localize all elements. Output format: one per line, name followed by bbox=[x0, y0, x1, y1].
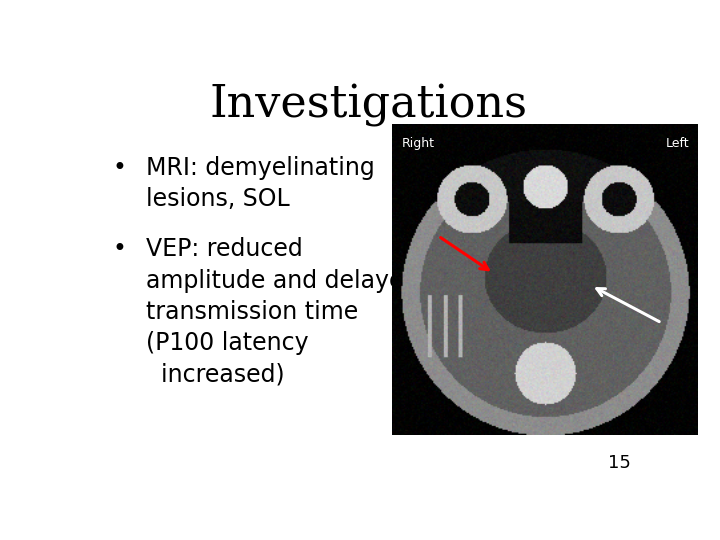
Text: Left: Left bbox=[665, 137, 689, 150]
Text: Investigations: Investigations bbox=[210, 84, 528, 127]
Text: Right optic neuritis: Right optic neuritis bbox=[394, 410, 559, 425]
Text: •: • bbox=[112, 156, 126, 180]
Text: VEP: reduced: VEP: reduced bbox=[145, 238, 302, 261]
Text: (P100 latency: (P100 latency bbox=[145, 331, 308, 355]
Text: lesions, SOL: lesions, SOL bbox=[145, 187, 289, 212]
Text: 15: 15 bbox=[608, 454, 631, 472]
Text: •: • bbox=[112, 238, 126, 261]
Text: Right: Right bbox=[402, 137, 435, 150]
Text: increased): increased) bbox=[145, 362, 284, 386]
Text: amplitude and delayed: amplitude and delayed bbox=[145, 268, 418, 293]
Text: transmission time: transmission time bbox=[145, 300, 358, 323]
Text: MRI: demyelinating: MRI: demyelinating bbox=[145, 156, 374, 180]
